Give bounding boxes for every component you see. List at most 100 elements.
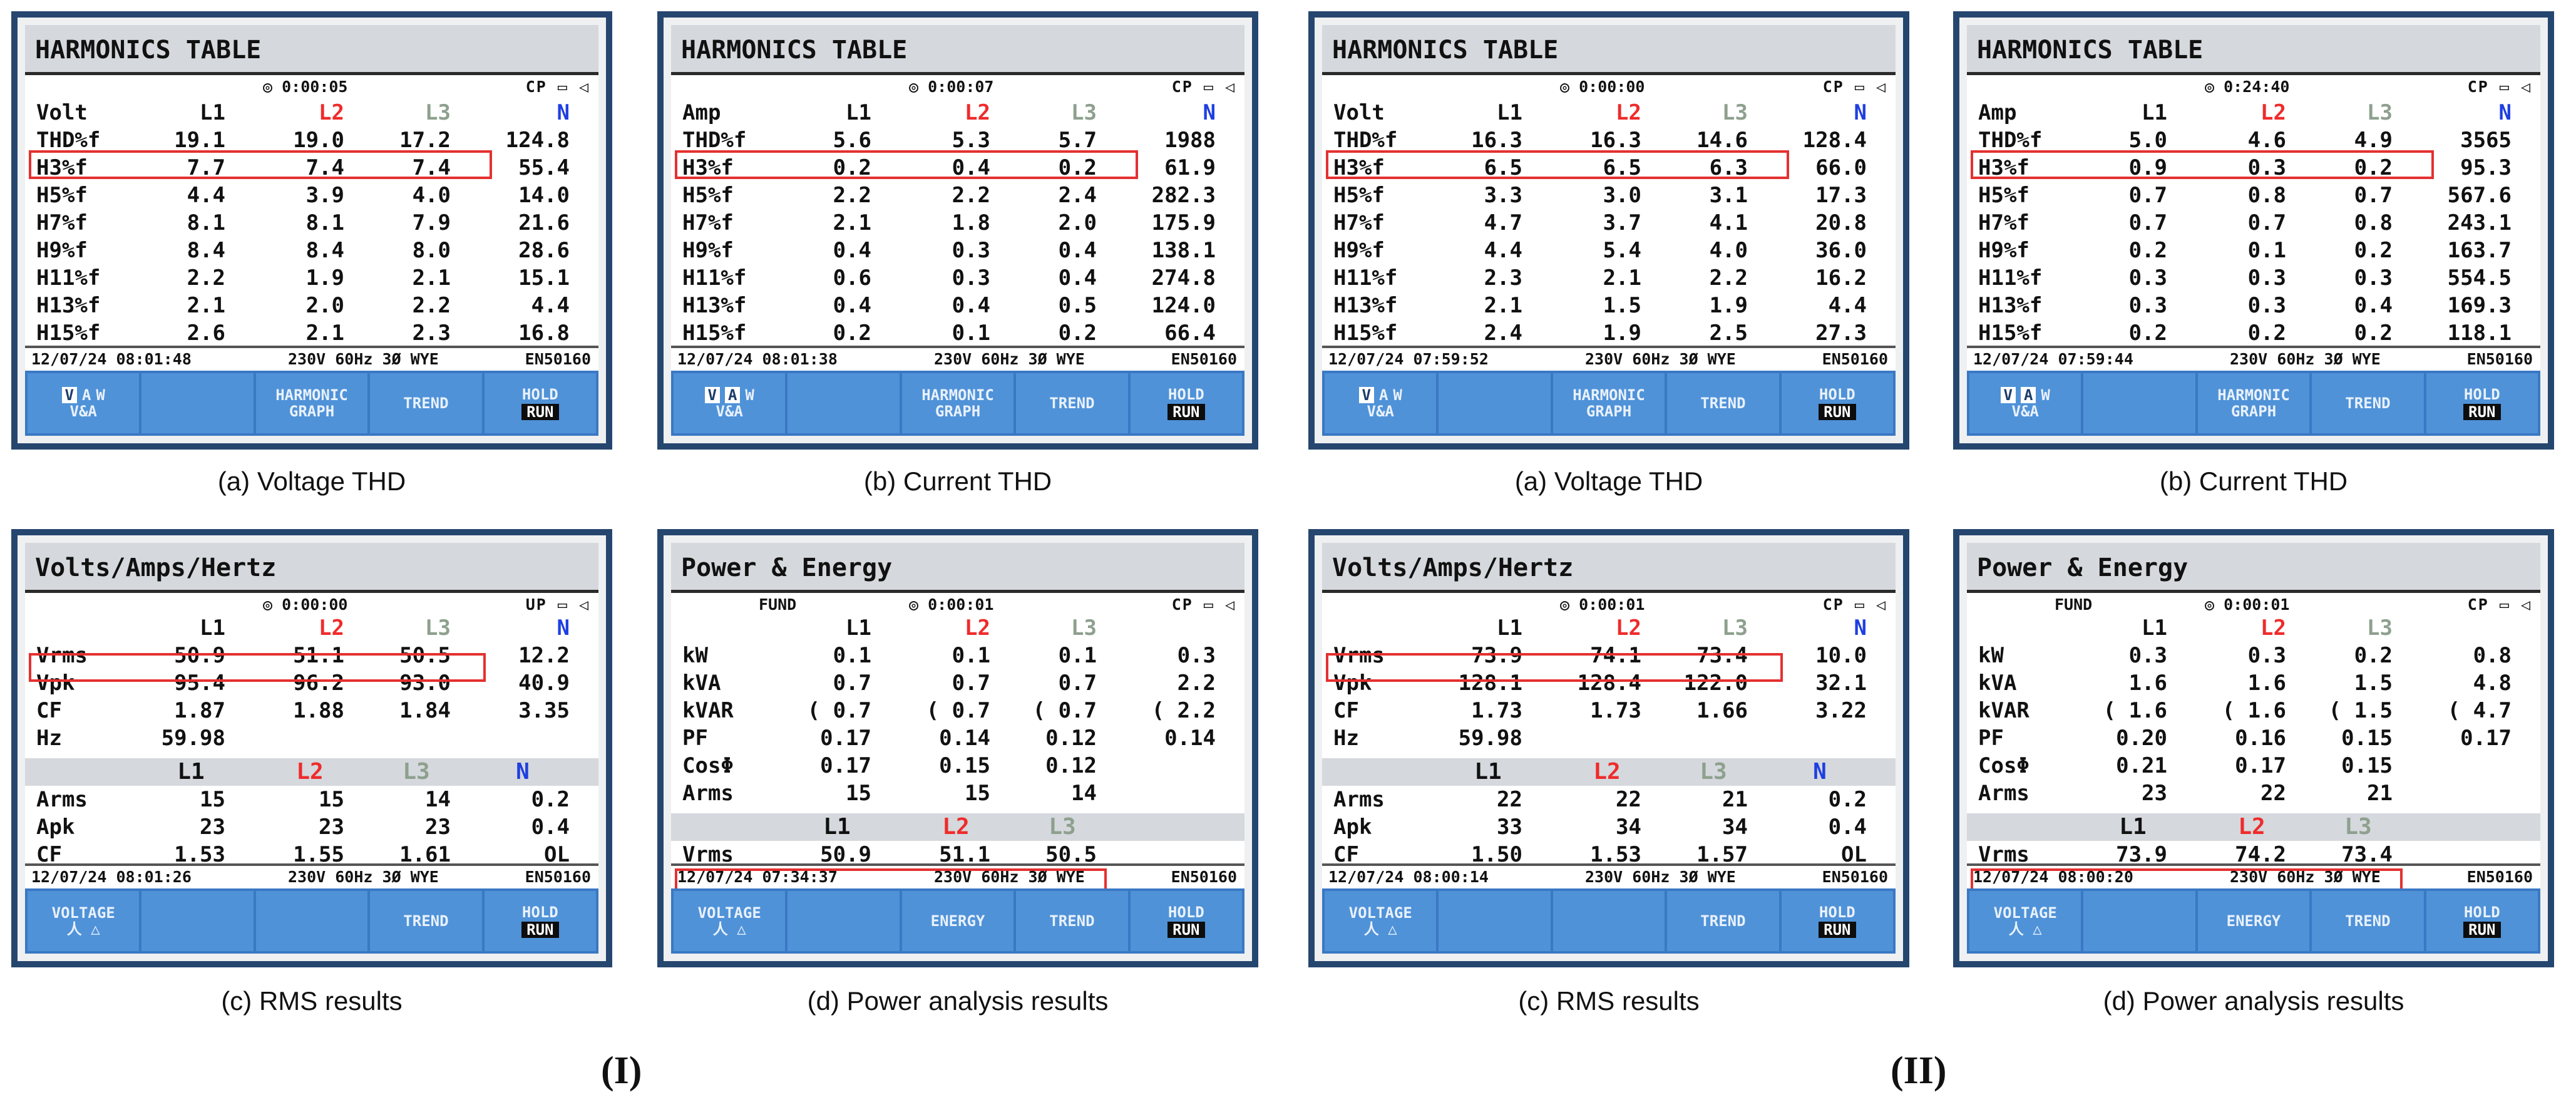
column-header: L3 bbox=[1700, 759, 1727, 785]
vaw-option[interactable]: W bbox=[2041, 386, 2050, 404]
softkey-3[interactable]: HARMONIC GRAPH bbox=[255, 373, 368, 433]
vaw-option[interactable]: A bbox=[724, 387, 741, 403]
softkey-2[interactable] bbox=[141, 373, 254, 433]
softkey-2[interactable] bbox=[1439, 373, 1551, 433]
status-footer: 12/07/24 08:01:38 230V 60Hz 3Ø WYE EN50160 bbox=[671, 346, 1244, 369]
softkey-bar: V A W V&A HARMONIC GRAPH TREND HOLD RUN bbox=[1967, 371, 2540, 436]
reading-value: 138.1 bbox=[1151, 238, 1216, 263]
screen-title: Power & Energy bbox=[671, 543, 1244, 593]
softkey-3[interactable]: ENERGY bbox=[901, 891, 1014, 951]
run-label: RUN bbox=[1819, 404, 1856, 420]
section-spacer bbox=[1967, 807, 2540, 813]
vaw-option[interactable]: V bbox=[2000, 387, 2016, 403]
reading-value: 0.15 bbox=[939, 753, 990, 778]
reading-row: Apk 23 23 23 0.4 bbox=[25, 813, 598, 841]
vaw-option[interactable]: W bbox=[745, 386, 754, 404]
softkey-4[interactable]: TREND bbox=[1667, 373, 1779, 433]
footer-system: 230V 60Hz 3Ø WYE bbox=[934, 350, 1085, 368]
softkey-4[interactable]: TREND bbox=[1016, 891, 1128, 951]
softkey-4[interactable]: TREND bbox=[370, 373, 482, 433]
vaw-option[interactable]: A bbox=[2020, 387, 2036, 403]
softkey-1[interactable]: VOLTAGE 人 △ bbox=[1969, 891, 2081, 951]
status-bar: 0:00:00 UP ▭ ◁ bbox=[25, 595, 598, 614]
reading-value: ( 4.7 bbox=[2447, 698, 2512, 723]
softkey-2[interactable] bbox=[2083, 891, 2195, 951]
reading-row: H5%f 3.3 3.0 3.1 17.3 bbox=[1322, 182, 1896, 209]
softkey-4[interactable]: TREND bbox=[370, 891, 482, 951]
softkey-5[interactable]: HOLD RUN bbox=[1781, 891, 1894, 951]
softkey-2[interactable] bbox=[788, 891, 900, 951]
reading-label: H15%f bbox=[1978, 321, 2043, 346]
softkey-4[interactable]: TREND bbox=[2312, 373, 2424, 433]
vaw-option[interactable]: W bbox=[1393, 386, 1402, 404]
softkey-2[interactable] bbox=[141, 891, 254, 951]
softkey-5[interactable]: HOLD RUN bbox=[1781, 373, 1894, 433]
vaw-option[interactable]: W bbox=[96, 386, 105, 404]
softkey-3[interactable]: ENERGY bbox=[2197, 891, 2310, 951]
reading-label: kVAR bbox=[1978, 698, 2029, 723]
softkey-1[interactable]: V A W V&A bbox=[28, 373, 140, 433]
reading-label: Hz bbox=[36, 726, 62, 751]
softkey-4[interactable]: TREND bbox=[1667, 891, 1779, 951]
reading-value: 2.2 bbox=[833, 183, 871, 208]
softkey-2[interactable] bbox=[1439, 891, 1551, 951]
reading-row: H11%f 0.6 0.3 0.4 274.8 bbox=[671, 264, 1244, 292]
softkey-1-label: VOLTAGE bbox=[1348, 904, 1412, 922]
reading-value: 0.4 bbox=[2354, 293, 2393, 318]
softkey-1[interactable]: V A W V&A bbox=[1325, 373, 1437, 433]
softkey-5[interactable]: HOLD RUN bbox=[1130, 373, 1243, 433]
status-icons: CP ▭ ◁ bbox=[2467, 78, 2532, 96]
reading-row: H3%f 6.5 6.5 6.3 66.0 bbox=[1322, 154, 1896, 182]
reading-row: Vrms 50.9 51.1 50.5 12.2 bbox=[25, 642, 598, 669]
softkey-4[interactable]: TREND bbox=[1016, 373, 1128, 433]
reading-value: 0.4 bbox=[833, 238, 871, 263]
softkey-1[interactable]: V A W V&A bbox=[674, 373, 786, 433]
vaw-option[interactable]: A bbox=[1378, 386, 1388, 404]
reading-value: 1.55 bbox=[293, 842, 344, 867]
reading-value: 0.9 bbox=[2128, 155, 2167, 180]
softkey-4[interactable]: TREND bbox=[2312, 891, 2424, 951]
softkey-5[interactable]: HOLD RUN bbox=[2426, 373, 2538, 433]
reading-value: 3.3 bbox=[1484, 183, 1522, 208]
softkey-5[interactable]: HOLD RUN bbox=[484, 373, 597, 433]
reading-value: 128.1 bbox=[1458, 671, 1522, 696]
reading-row: Vpk 95.4 96.2 93.0 40.9 bbox=[25, 669, 598, 697]
reading-value: 32.1 bbox=[1815, 671, 1867, 696]
elapsed-time: 0:00:00 bbox=[1560, 78, 1645, 96]
softkey-3[interactable]: HARMONIC GRAPH bbox=[1552, 373, 1665, 433]
softkey-3[interactable] bbox=[255, 891, 368, 951]
reading-label: CF bbox=[36, 842, 62, 867]
reading-row: H13%f 2.1 2.0 2.2 4.4 bbox=[25, 292, 598, 319]
softkey-1[interactable]: VOLTAGE 人 △ bbox=[28, 891, 140, 951]
softkey-5[interactable]: HOLD RUN bbox=[2426, 891, 2538, 951]
vaw-option[interactable]: A bbox=[81, 386, 91, 404]
reading-label: H5%f bbox=[682, 183, 734, 208]
instrument-screen: Power & Energy 0:00:01 CP ▭ ◁ FUND L1 L2 L3 Tot… bbox=[671, 543, 1244, 954]
column-header: L3 bbox=[1722, 100, 1748, 125]
softkey-1[interactable]: VOLTAGE 人 △ bbox=[1325, 891, 1437, 951]
softkey-2[interactable] bbox=[788, 373, 900, 433]
reading-value: 8.4 bbox=[187, 238, 225, 263]
reading-value: 22 bbox=[1497, 787, 1522, 812]
elapsed-time: 0:00:01 bbox=[1560, 595, 1645, 614]
vaw-option[interactable]: V bbox=[704, 387, 720, 403]
column-header: L1 bbox=[846, 615, 871, 641]
softkey-1[interactable]: VOLTAGE 人 △ bbox=[674, 891, 786, 951]
softkey-5[interactable]: HOLD RUN bbox=[484, 891, 597, 951]
reading-label: kVAR bbox=[682, 698, 734, 723]
softkey-3[interactable]: HARMONIC GRAPH bbox=[901, 373, 1014, 433]
softkey-2[interactable] bbox=[2083, 373, 2195, 433]
vaw-option[interactable]: V bbox=[61, 387, 77, 403]
softkey-3[interactable]: HARMONIC GRAPH bbox=[2197, 373, 2310, 433]
softkey-1[interactable]: V A W V&A bbox=[1969, 373, 2081, 433]
softkey-5[interactable]: HOLD RUN bbox=[1130, 891, 1243, 951]
softkey-3[interactable] bbox=[1552, 891, 1665, 951]
reading-value: 95.4 bbox=[174, 671, 225, 696]
vaw-option[interactable]: V bbox=[1358, 387, 1374, 403]
footer-system: 230V 60Hz 3Ø WYE bbox=[2230, 350, 2381, 368]
column-header-row: L1 L2 L3 N bbox=[25, 758, 598, 786]
